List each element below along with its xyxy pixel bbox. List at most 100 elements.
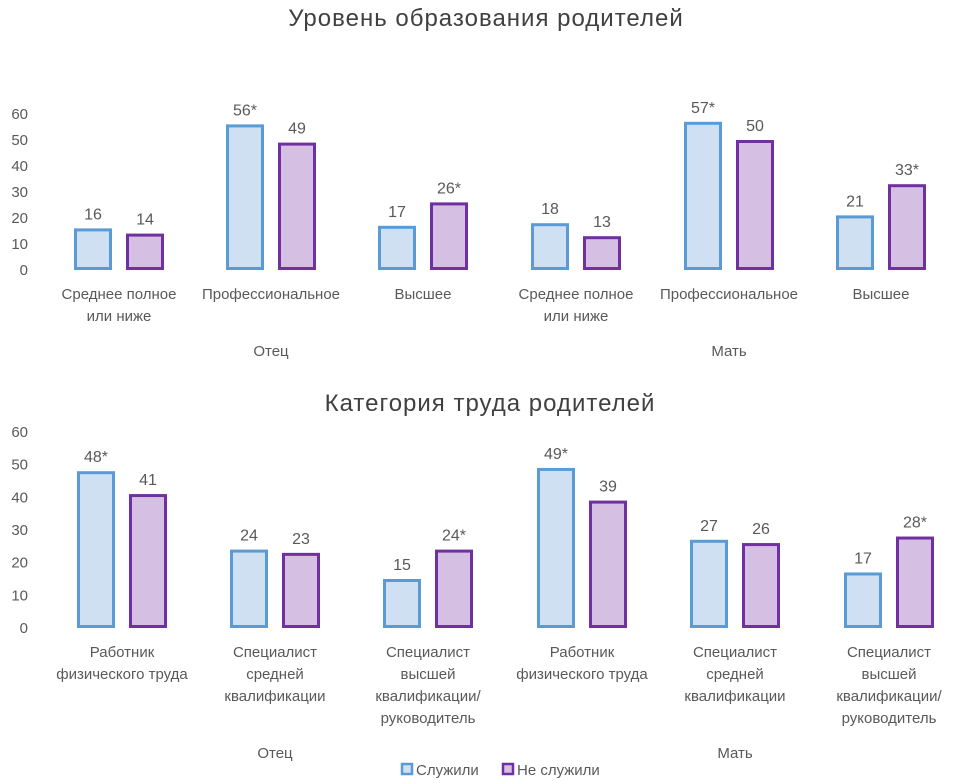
data-label: 14 [136, 212, 154, 229]
category-label: квалификации [684, 688, 785, 705]
bar-not-served [435, 549, 473, 628]
category-label: Среднее полное [519, 286, 634, 303]
bar-served [844, 572, 882, 629]
category-label: физического труда [56, 666, 188, 683]
y-tick-label: 40 [11, 489, 28, 506]
group-label: Отец [257, 745, 293, 762]
bar-served [690, 539, 728, 628]
y-tick-label: 20 [11, 210, 28, 227]
category-label: Специалист [233, 644, 317, 661]
bar-not-served [736, 140, 774, 270]
data-label: 13 [593, 214, 611, 231]
bar-served [684, 121, 722, 270]
data-label: 17 [388, 204, 406, 221]
category-label: Специалист [386, 644, 470, 661]
bar-not-served [888, 184, 926, 270]
bar-served [531, 223, 569, 270]
data-label: 26* [437, 180, 461, 197]
category-label: Высшее [852, 286, 909, 303]
data-label: 57* [691, 100, 715, 117]
category-label: квалификации/ [836, 688, 942, 705]
data-label: 28* [903, 515, 927, 532]
bar-not-served [126, 233, 164, 271]
y-tick-label: 60 [11, 106, 28, 123]
group-label: Отец [253, 343, 289, 360]
bar-not-served [129, 494, 167, 629]
data-label: 33* [895, 162, 919, 179]
data-label: 41 [139, 472, 157, 489]
data-label: 56* [233, 102, 257, 119]
bar-served [383, 579, 421, 628]
bar-not-served [282, 552, 320, 628]
category-label: Работник [550, 644, 615, 661]
category-label: или ниже [544, 308, 609, 325]
bar-served [230, 549, 268, 628]
category-label: Профессиональное [202, 286, 340, 303]
y-tick-label: 60 [11, 424, 28, 441]
y-tick-label: 0 [20, 262, 28, 279]
bar-served [226, 124, 264, 271]
legend: Служили Не служили [400, 762, 600, 779]
bar-not-served [589, 500, 627, 629]
category-label: средней [706, 666, 764, 683]
category-label: средней [246, 666, 304, 683]
data-label: 49 [288, 121, 306, 138]
data-label: 21 [846, 193, 864, 210]
category-label: Высшее [394, 286, 451, 303]
data-label: 18 [541, 201, 559, 218]
labor-chart: Категория труда родителей 0 10 20 30 40 50 60 48… [11, 390, 942, 762]
category-label: Профессиональное [660, 286, 798, 303]
y-tick-label: 20 [11, 555, 28, 572]
bar-not-served [583, 236, 621, 270]
legend-swatch-served [400, 762, 414, 776]
data-label: 50 [746, 118, 764, 135]
data-label: 49* [544, 446, 568, 463]
data-label: 26 [752, 521, 770, 538]
legend-label: Не служили [517, 762, 600, 779]
y-tick-label: 50 [11, 457, 28, 474]
data-label: 24* [442, 528, 466, 545]
category-label: или ниже [87, 308, 152, 325]
bar-served [836, 215, 874, 270]
y-tick-label: 0 [20, 620, 28, 637]
category-label: квалификации/ [375, 688, 481, 705]
bar-served [537, 467, 575, 628]
data-label: 27 [700, 518, 718, 535]
group-label: Мать [711, 343, 747, 360]
data-label: 16 [84, 206, 102, 223]
chart-title: Категория труда родителей [325, 390, 656, 417]
chart-title: Уровень образования родителей [288, 5, 683, 32]
y-tick-label: 10 [11, 587, 28, 604]
category-label: высшей [861, 666, 916, 683]
group-label: Мать [717, 745, 753, 762]
data-label: 24 [240, 528, 258, 545]
y-tick-label: 30 [11, 184, 28, 201]
category-label: руководитель [381, 710, 476, 727]
data-label: 23 [292, 531, 310, 548]
y-tick-label: 30 [11, 522, 28, 539]
legend-label: Служили [416, 762, 479, 779]
category-label: руководитель [842, 710, 937, 727]
bar-not-served [278, 142, 316, 271]
bar-not-served [896, 536, 934, 628]
education-chart: Уровень образования родителей 0 10 20 30 40 50… [11, 5, 926, 360]
data-label: 17 [854, 550, 872, 567]
bar-served [378, 225, 416, 271]
y-tick-label: 50 [11, 132, 28, 149]
data-label: 15 [393, 557, 411, 574]
category-label: квалификации [224, 688, 325, 705]
category-label: Среднее полное [62, 286, 177, 303]
category-label: Работник [90, 644, 155, 661]
bar-served [77, 471, 115, 629]
category-label: Специалист [847, 644, 931, 661]
category-label: Специалист [693, 644, 777, 661]
bar-not-served [430, 202, 468, 270]
bar-served [74, 228, 112, 270]
y-tick-label: 10 [11, 236, 28, 253]
category-label: высшей [400, 666, 455, 683]
category-label: физического труда [516, 666, 648, 683]
bar-not-served [742, 543, 780, 628]
data-label: 39 [599, 479, 617, 496]
data-label: 48* [84, 449, 108, 466]
